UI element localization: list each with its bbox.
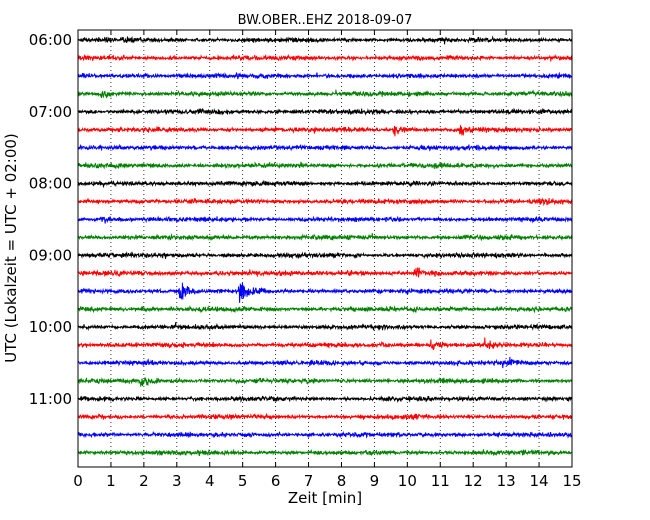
y-tick-label: 11:00: [29, 390, 72, 408]
seismogram-trace: [77, 430, 573, 439]
x-tick-label: 10: [398, 472, 417, 490]
seismogram-trace: [77, 107, 573, 116]
seismogram-trace: [77, 322, 573, 332]
x-tick-label: 5: [238, 472, 248, 490]
x-tick-label: 15: [562, 472, 581, 490]
x-tick-label: 3: [172, 472, 182, 490]
seismogram-trace: [77, 448, 573, 457]
x-tick-label: 11: [431, 472, 450, 490]
x-tick-label: 14: [530, 472, 549, 490]
x-axis-label: Zeit [min]: [288, 489, 362, 507]
x-tick-label: 8: [337, 472, 347, 490]
seismogram-trace: [77, 267, 573, 278]
x-tick-label: 6: [271, 472, 281, 490]
plot-frame: [77, 29, 573, 468]
seismogram-trace: [77, 394, 573, 403]
y-tick-label: 10:00: [29, 318, 72, 336]
x-tick-label: 1: [106, 472, 116, 490]
seismogram-trace: [77, 35, 573, 45]
y-axis: 06:00 07:00 08:00 09:00 10:00 11:00: [29, 31, 572, 408]
seismogram-trace: [77, 282, 573, 303]
x-tick-label: 12: [464, 472, 483, 490]
x-tick-label: 2: [139, 472, 149, 490]
y-tick-label: 07:00: [29, 103, 72, 121]
seismogram-trace: [77, 53, 573, 62]
seismogram-trace: [77, 161, 573, 170]
x-tick-label: 9: [370, 472, 380, 490]
seismogram-trace: [77, 412, 573, 421]
seismogram-trace: [77, 233, 573, 242]
seismogram-trace: [77, 377, 573, 387]
x-tick-label: 0: [73, 472, 83, 490]
x-tick-label: 7: [304, 472, 314, 490]
y-tick-label: 06:00: [29, 31, 72, 49]
seismogram-trace: [77, 215, 573, 224]
seismogram-trace: [77, 305, 573, 314]
seismogram-trace: [77, 251, 573, 260]
x-tick-label: 13: [497, 472, 516, 490]
x-axis: 0 1 2 3 4 5 6 7 8 9 10 11 12 13 14 15: [73, 30, 582, 490]
seismogram-trace: [77, 337, 573, 351]
y-tick-label: 08:00: [29, 175, 72, 193]
seismogram-trace: [77, 71, 573, 80]
chart-title: BW.OBER..EHZ 2018-09-07: [238, 13, 413, 28]
y-tick-label: 09:00: [29, 246, 72, 264]
seismogram-trace: [77, 143, 573, 152]
y-axis-label: UTC (Lokalzeit = UTC + 02:00): [2, 133, 20, 363]
x-tick-label: 4: [205, 472, 215, 490]
seismogram-trace: [77, 179, 573, 189]
seismogram-trace: [77, 356, 573, 369]
grid-lines: [110, 30, 540, 467]
trace-group: [77, 35, 573, 457]
seismogram-trace: [77, 197, 573, 207]
seismogram-trace: [77, 125, 573, 137]
seismogram-trace: [77, 89, 573, 99]
